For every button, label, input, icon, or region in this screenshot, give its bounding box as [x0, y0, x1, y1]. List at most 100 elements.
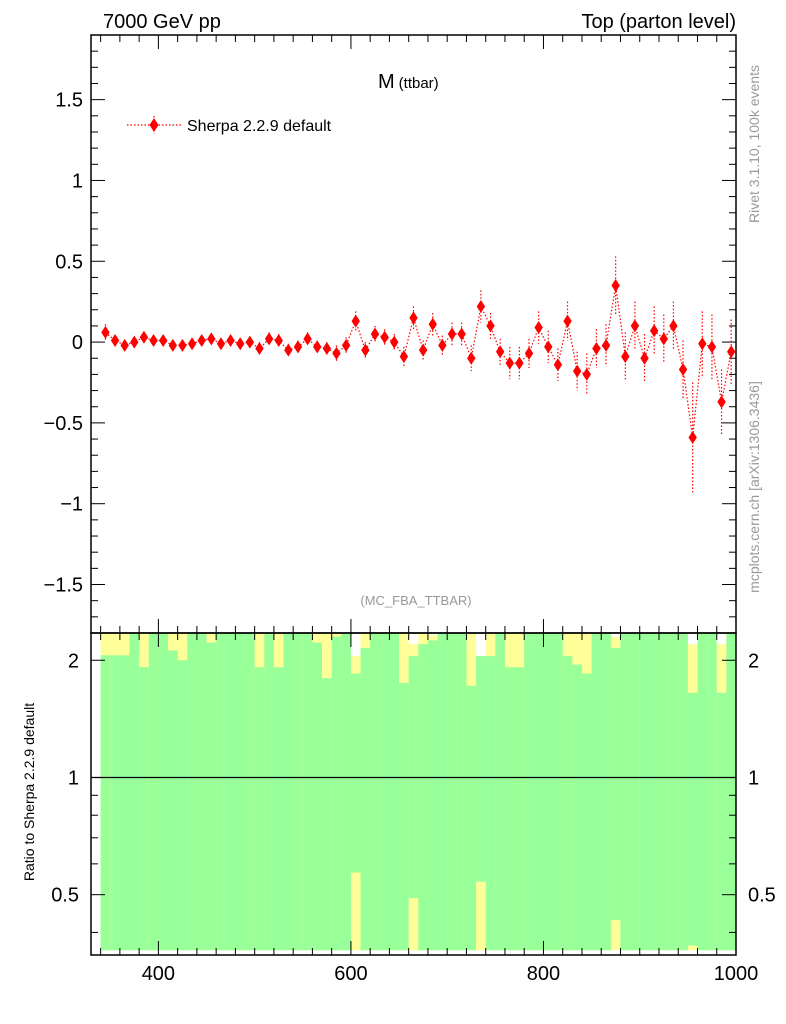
chart-title: M (ttbar) — [378, 71, 439, 93]
data-point — [688, 430, 697, 444]
data-point — [640, 351, 649, 365]
ratio-band-1sigma — [591, 633, 602, 951]
main-axis-ticks: −1.5 −1 −0.5 0 0.5 1 1.5 — [44, 34, 737, 634]
data-point — [274, 333, 283, 347]
data-point — [341, 338, 351, 352]
ratio-band-1sigma — [610, 648, 621, 921]
ratio-band-1sigma — [245, 633, 255, 951]
x-tick-label: 400 — [142, 963, 175, 985]
ratio-band-1sigma — [543, 633, 554, 951]
mcplots-label: mcplots.cern.ch [arXiv:1306.3436] — [746, 381, 762, 593]
ratio-band-1sigma — [668, 633, 679, 951]
data-point — [139, 330, 149, 344]
ratio-y-tick-label-right: 2 — [748, 650, 759, 672]
ratio-band-1sigma — [485, 656, 496, 951]
ratio-band-1sigma — [264, 633, 275, 951]
ratio-band-1sigma — [456, 633, 467, 951]
data-point — [563, 314, 572, 328]
data-point — [659, 332, 668, 346]
data-point — [582, 367, 591, 381]
ratio-band-1sigma — [581, 673, 592, 951]
ratio-band-1sigma — [302, 633, 313, 951]
ratio-y-tick-label-right: 1 — [748, 767, 759, 789]
ratio-band-1sigma — [476, 656, 487, 882]
data-point — [216, 337, 226, 351]
data-point — [621, 350, 630, 364]
data-point — [226, 333, 235, 347]
data-point — [428, 317, 437, 331]
chart-title-subscript: (ttbar) — [399, 75, 439, 92]
data-point — [245, 335, 255, 349]
ratio-band-1sigma — [678, 633, 689, 951]
y-tick-label: 1 — [72, 170, 83, 192]
ratio-band-1sigma — [283, 633, 294, 951]
ratio-gap-band — [687, 633, 698, 645]
ratio-band-1sigma — [196, 633, 207, 951]
legend: Sherpa 2.2.9 default — [127, 116, 332, 135]
data-point — [717, 395, 726, 409]
ratio-band-1sigma — [716, 692, 727, 951]
ratio-band-1sigma — [100, 655, 111, 951]
ratio-y-tick-label: 1 — [68, 767, 79, 789]
ratio-plot-frame — [90, 632, 737, 956]
series-line — [105, 285, 732, 438]
ratio-band-1sigma — [216, 633, 227, 951]
series-layer — [101, 256, 736, 493]
data-point — [467, 351, 476, 365]
ratio-band-1sigma — [312, 642, 323, 951]
ratio-band-1sigma — [187, 633, 198, 951]
ratio-y-tick-label: 2 — [68, 650, 79, 672]
data-point — [168, 338, 178, 352]
ratio-band-1sigma — [225, 633, 236, 951]
ratio-band-1sigma — [514, 667, 525, 951]
data-point — [370, 327, 380, 341]
ratio-axis-ticks: 0.5 0.5 1 1 2 2 400 600 800 1000 — [51, 633, 776, 985]
legend-marker — [149, 118, 159, 132]
data-point — [110, 333, 120, 347]
ratio-band-1sigma — [254, 667, 265, 951]
ratio-band-1sigma — [148, 633, 159, 951]
ratio-band-1sigma — [389, 633, 400, 951]
ratio-band-1sigma — [504, 667, 515, 951]
ratio-band-1sigma — [447, 633, 458, 951]
ratio-band-1sigma — [273, 667, 284, 951]
ratio-band-1sigma — [553, 633, 564, 951]
data-point — [120, 338, 129, 352]
ratio-band-1sigma — [418, 644, 429, 951]
data-point — [515, 356, 524, 370]
ratio-band-1sigma — [206, 642, 217, 951]
ratio-band-1sigma — [399, 682, 409, 951]
ratio-band-1sigma — [322, 678, 332, 951]
ratio-band-layer — [100, 633, 737, 951]
ratio-band-1sigma — [630, 633, 641, 951]
ratio-band-1sigma — [437, 633, 448, 951]
ratio-band-1sigma — [158, 633, 169, 951]
ratio-band-1sigma — [360, 648, 371, 951]
y-tick-label: 1.5 — [55, 90, 83, 112]
data-point — [293, 340, 303, 354]
data-point — [698, 337, 707, 351]
data-point — [207, 332, 216, 346]
data-point — [495, 345, 505, 359]
ratio-band-1sigma — [168, 650, 178, 951]
header-right-label: Top (parton level) — [581, 11, 736, 33]
data-point — [505, 356, 514, 370]
ratio-band-1sigma — [658, 633, 669, 951]
data-point — [264, 332, 274, 346]
data-point — [313, 340, 322, 354]
ratio-band-1sigma — [139, 667, 150, 951]
ratio-gap-band — [427, 633, 438, 636]
ratio-band-1sigma — [524, 633, 535, 951]
data-point — [178, 338, 187, 352]
data-point — [380, 330, 389, 344]
data-point — [707, 340, 717, 354]
data-point — [553, 358, 563, 372]
ratio-band-1sigma — [649, 633, 660, 951]
ratio-y-tick-label-right: 0.5 — [748, 885, 776, 907]
ratio-band-1sigma — [110, 655, 121, 951]
ratio-band-1sigma — [639, 633, 650, 951]
data-point — [159, 333, 168, 347]
x-tick-label: 1000 — [714, 963, 759, 985]
ratio-band-1sigma — [341, 633, 352, 951]
